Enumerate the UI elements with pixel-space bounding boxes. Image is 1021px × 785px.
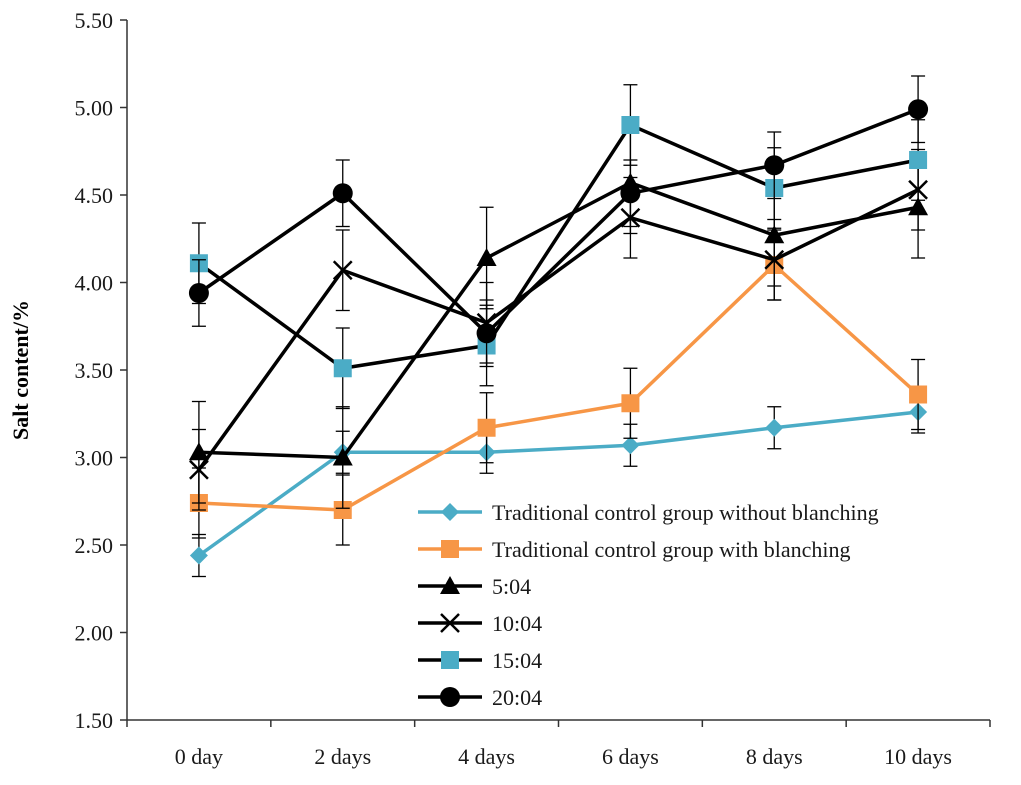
series-5 [188,75,929,368]
x-tick-label: 10 days [884,744,952,769]
data-point [621,394,640,413]
series-line [197,188,919,471]
x-marker-stroke [332,260,353,281]
legend-item: 20:04 [418,685,542,710]
data-point [477,418,496,437]
y-tick-label: 5.50 [75,8,114,33]
legend-swatch-marker [441,651,459,669]
legend-swatch-marker [440,613,460,633]
legend-label: 20:04 [492,685,542,710]
series-line [197,107,919,335]
data-point [333,359,352,378]
y-tick-label: 3.50 [75,358,114,383]
x-axis-ticks: 0 day 2 days 4 days 6 days 8 days 10 days [126,720,991,769]
y-axis-title: Salt content/% [8,300,33,440]
y-tick-label: 2.50 [75,533,114,558]
axes [126,20,990,721]
data-point [333,501,352,519]
data-point [764,249,785,270]
data-point [189,546,208,565]
x-tick-label: 2 days [314,744,371,769]
y-tick-label: 2.00 [75,621,114,646]
data-point [476,323,497,344]
data-point [332,183,353,204]
x-marker-stroke [189,459,209,480]
data-point [332,447,353,466]
data-point [764,155,785,176]
legend-swatch-marker [440,687,460,707]
legend-item: 10:04 [418,611,542,636]
legend-label: Traditional control group with blanching [492,537,850,562]
legend-label: 15:04 [492,648,542,673]
y-tick-label: 1.50 [75,708,114,733]
series-line [198,181,919,460]
y-tick-label: 4.00 [75,271,114,296]
legend-swatch-marker [441,540,459,558]
legend-swatch-marker [441,503,459,521]
x-marker-stroke [440,613,460,633]
y-tick-label: 4.50 [75,183,114,208]
series-layer [188,75,929,578]
data-point [189,459,209,480]
legend-item: Traditional control group with blanching [418,537,850,562]
y-tick-label: 5.00 [75,96,114,121]
legend-label: 5:04 [492,574,531,599]
data-point [332,260,353,281]
data-point [909,385,928,404]
series-line [197,410,919,557]
legend-item: 15:04 [418,648,542,673]
data-point [909,151,928,169]
data-point [908,99,929,120]
legend-item: Traditional control group without blanch… [418,500,879,525]
legend-label: 10:04 [492,611,542,636]
series-line [198,263,920,512]
x-tick-label: 0 day [175,744,223,769]
series-line [197,123,919,370]
y-tick-label: 3.00 [75,446,114,471]
data-point [621,436,640,455]
x-tick-label: 6 days [602,744,659,769]
legend-label: Traditional control group without blanch… [492,500,879,525]
x-marker-stroke [764,249,785,270]
data-point [620,183,641,204]
x-tick-label: 8 days [746,744,803,769]
data-point [765,418,784,437]
data-point [188,283,209,303]
legend-item: 5:04 [418,574,531,599]
legend: Traditional control group without blanch… [418,500,879,710]
x-tick-label: 4 days [458,744,515,769]
legend-swatch-marker [440,576,460,594]
series-4 [189,84,928,410]
data-point [476,248,497,266]
series-1 [189,229,928,546]
data-point [621,116,640,134]
series-2 [188,131,929,509]
y-axis-ticks: 1.50 2.00 2.50 3.00 3.50 4.00 4.50 5.00 5.50 [75,8,127,733]
